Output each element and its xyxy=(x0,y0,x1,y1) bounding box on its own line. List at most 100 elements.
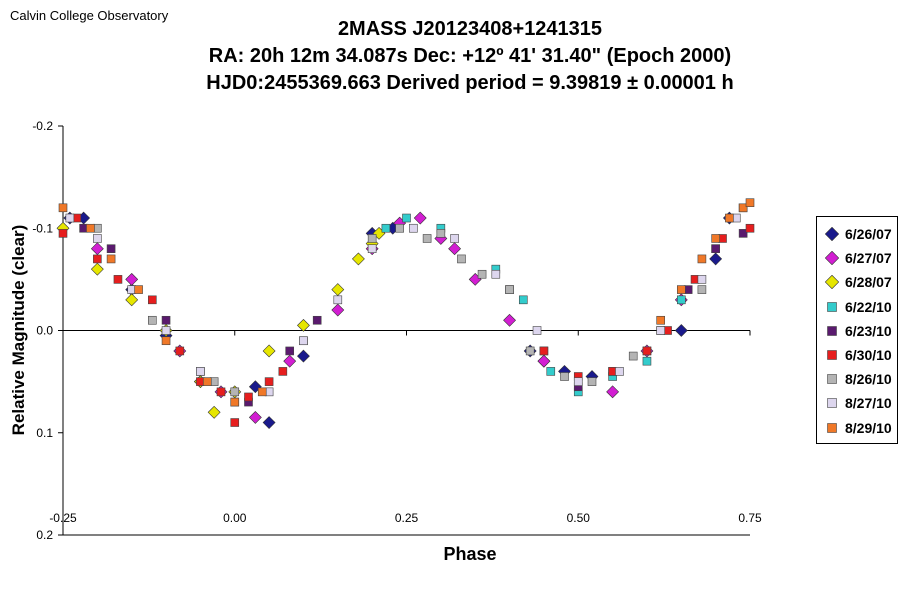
data-point-6-28-07 xyxy=(331,283,345,297)
data-point-6-23-10 xyxy=(161,315,171,325)
y-tick-label: -0.2 xyxy=(32,119,53,133)
legend-marker xyxy=(827,350,837,360)
x-tick-label: -0.25 xyxy=(49,511,77,525)
data-point-6-30-10 xyxy=(58,229,68,238)
data-point-6-30-10 xyxy=(175,346,185,356)
legend-item: 6/26/07 xyxy=(825,225,892,243)
data-point-6-28-07 xyxy=(351,252,365,266)
data-point-6-30-10 xyxy=(216,387,226,397)
legend-label: 6/28/07 xyxy=(845,274,892,291)
data-point-6-26-07 xyxy=(674,324,688,337)
x-tick-label: 0.25 xyxy=(395,511,419,525)
data-point-6-30-10 xyxy=(642,346,652,356)
data-point-6-30-10 xyxy=(93,254,102,264)
legend-item: 6/22/10 xyxy=(825,298,892,316)
legend-marker xyxy=(827,325,837,336)
data-point-8-29-10 xyxy=(230,397,240,407)
data-point-6-22-10 xyxy=(676,295,686,305)
y-tick-label: 0.1 xyxy=(36,426,53,440)
x-tick-label: 0.75 xyxy=(738,511,762,525)
data-point-6-27-07 xyxy=(90,242,104,256)
data-point-6-23-10 xyxy=(738,229,748,238)
data-point-6-27-07 xyxy=(413,211,427,225)
data-point-8-27-10 xyxy=(409,223,418,233)
data-point-6-30-10 xyxy=(244,392,253,402)
chart-subtitle-coordinates: RA: 20h 12m 34.087s Dec: +12º 41' 31.40"… xyxy=(208,45,732,67)
y-tick-label: 0.0 xyxy=(36,324,53,338)
data-point-8-27-10 xyxy=(656,326,665,335)
data-point-6-28-07 xyxy=(125,293,139,307)
data-point-6-30-10 xyxy=(745,223,755,233)
data-point-8-26-10 xyxy=(505,285,514,294)
y-tick-label: -0.1 xyxy=(32,221,53,235)
legend-marker xyxy=(827,398,837,409)
data-point-6-30-10 xyxy=(539,346,549,356)
legend-item: 8/26/10 xyxy=(825,370,892,388)
legend: 6/26/07 6/27/07 6/28/07 6/22/10 6/23/10 6/30/… xyxy=(816,216,898,444)
data-point-8-26-10 xyxy=(587,377,597,386)
data-point-8-26-10 xyxy=(148,315,157,325)
data-point-8-29-10 xyxy=(161,336,171,346)
legend-item: 6/30/10 xyxy=(825,346,892,364)
data-point-8-29-10 xyxy=(86,223,95,233)
data-point-8-26-10 xyxy=(422,234,432,243)
legend-marker xyxy=(827,301,837,312)
data-point-6-27-07 xyxy=(537,354,551,368)
legend-label: 8/27/10 xyxy=(845,395,892,412)
data-point-6-30-10 xyxy=(264,377,274,386)
data-point-8-29-10 xyxy=(656,315,665,325)
legend-label: 6/26/07 xyxy=(845,226,892,242)
data-point-6-28-07 xyxy=(207,405,221,419)
data-point-8-26-10 xyxy=(525,346,535,356)
data-point-8-27-10 xyxy=(93,234,102,243)
data-point-8-27-10 xyxy=(196,367,205,376)
axis-ticks: -0.2 -0.1 0.0 0.1 0.2 -0.25 0.00 0.25 0.50 0.75 xyxy=(32,119,762,542)
legend-item: 6/28/07 xyxy=(825,273,892,291)
legend-marker xyxy=(825,251,839,266)
x-tick-label: 0.00 xyxy=(223,511,247,525)
x-axis-label: Phase xyxy=(443,544,497,564)
data-point-6-30-10 xyxy=(230,418,240,427)
legend-label: 6/23/10 xyxy=(845,322,892,339)
x-tick-label: 0.50 xyxy=(567,511,591,525)
data-point-8-26-10 xyxy=(395,223,404,233)
data-point-6-27-07 xyxy=(606,385,620,399)
data-point-6-22-10 xyxy=(381,223,391,233)
legend-item: 6/27/07 xyxy=(825,249,892,267)
legend-marker xyxy=(825,275,839,290)
legend-marker xyxy=(827,422,837,433)
data-point-8-26-10 xyxy=(560,372,569,381)
data-point-8-26-10 xyxy=(628,351,638,361)
data-point-8-26-10 xyxy=(230,387,240,397)
data-point-8-27-10 xyxy=(333,295,343,305)
data-point-8-27-10 xyxy=(450,234,459,243)
legend-item: 6/23/10 xyxy=(825,322,892,340)
data-point-8-29-10 xyxy=(257,387,267,397)
data-point-8-29-10 xyxy=(725,213,734,223)
data-point-6-23-10 xyxy=(711,244,720,253)
data-point-6-28-07 xyxy=(262,344,276,358)
data-point-8-27-10 xyxy=(491,269,501,279)
chart-subtitle-period: HJD0:2455369.663 Derived period = 9.3981… xyxy=(206,72,734,94)
legend-item: 8/27/10 xyxy=(825,394,892,412)
data-point-6-26-07 xyxy=(262,416,276,429)
data-point-6-23-10 xyxy=(312,315,322,325)
data-point-8-26-10 xyxy=(457,254,466,264)
data-point-8-29-10 xyxy=(738,203,748,213)
data-point-6-27-07 xyxy=(248,410,262,424)
legend-label: 8/26/10 xyxy=(845,371,892,388)
data-point-8-27-10 xyxy=(573,377,583,386)
data-point-8-27-10 xyxy=(367,244,377,253)
data-point-8-26-10 xyxy=(477,269,487,279)
legend-label: 8/29/10 xyxy=(845,419,892,436)
data-point-6-27-07 xyxy=(503,313,516,327)
y-axis-label-container: Relative Magnitude (clear) xyxy=(9,225,28,436)
y-axis-label: Relative Magnitude (clear) xyxy=(9,225,28,436)
legend-marker xyxy=(827,374,837,384)
data-point-8-29-10 xyxy=(58,203,68,213)
data-point-8-27-10 xyxy=(299,336,308,346)
data-point-6-30-10 xyxy=(113,275,123,284)
chart-title: 2MASS J20123408+1241315 xyxy=(337,18,603,40)
data-point-8-27-10 xyxy=(697,275,707,284)
